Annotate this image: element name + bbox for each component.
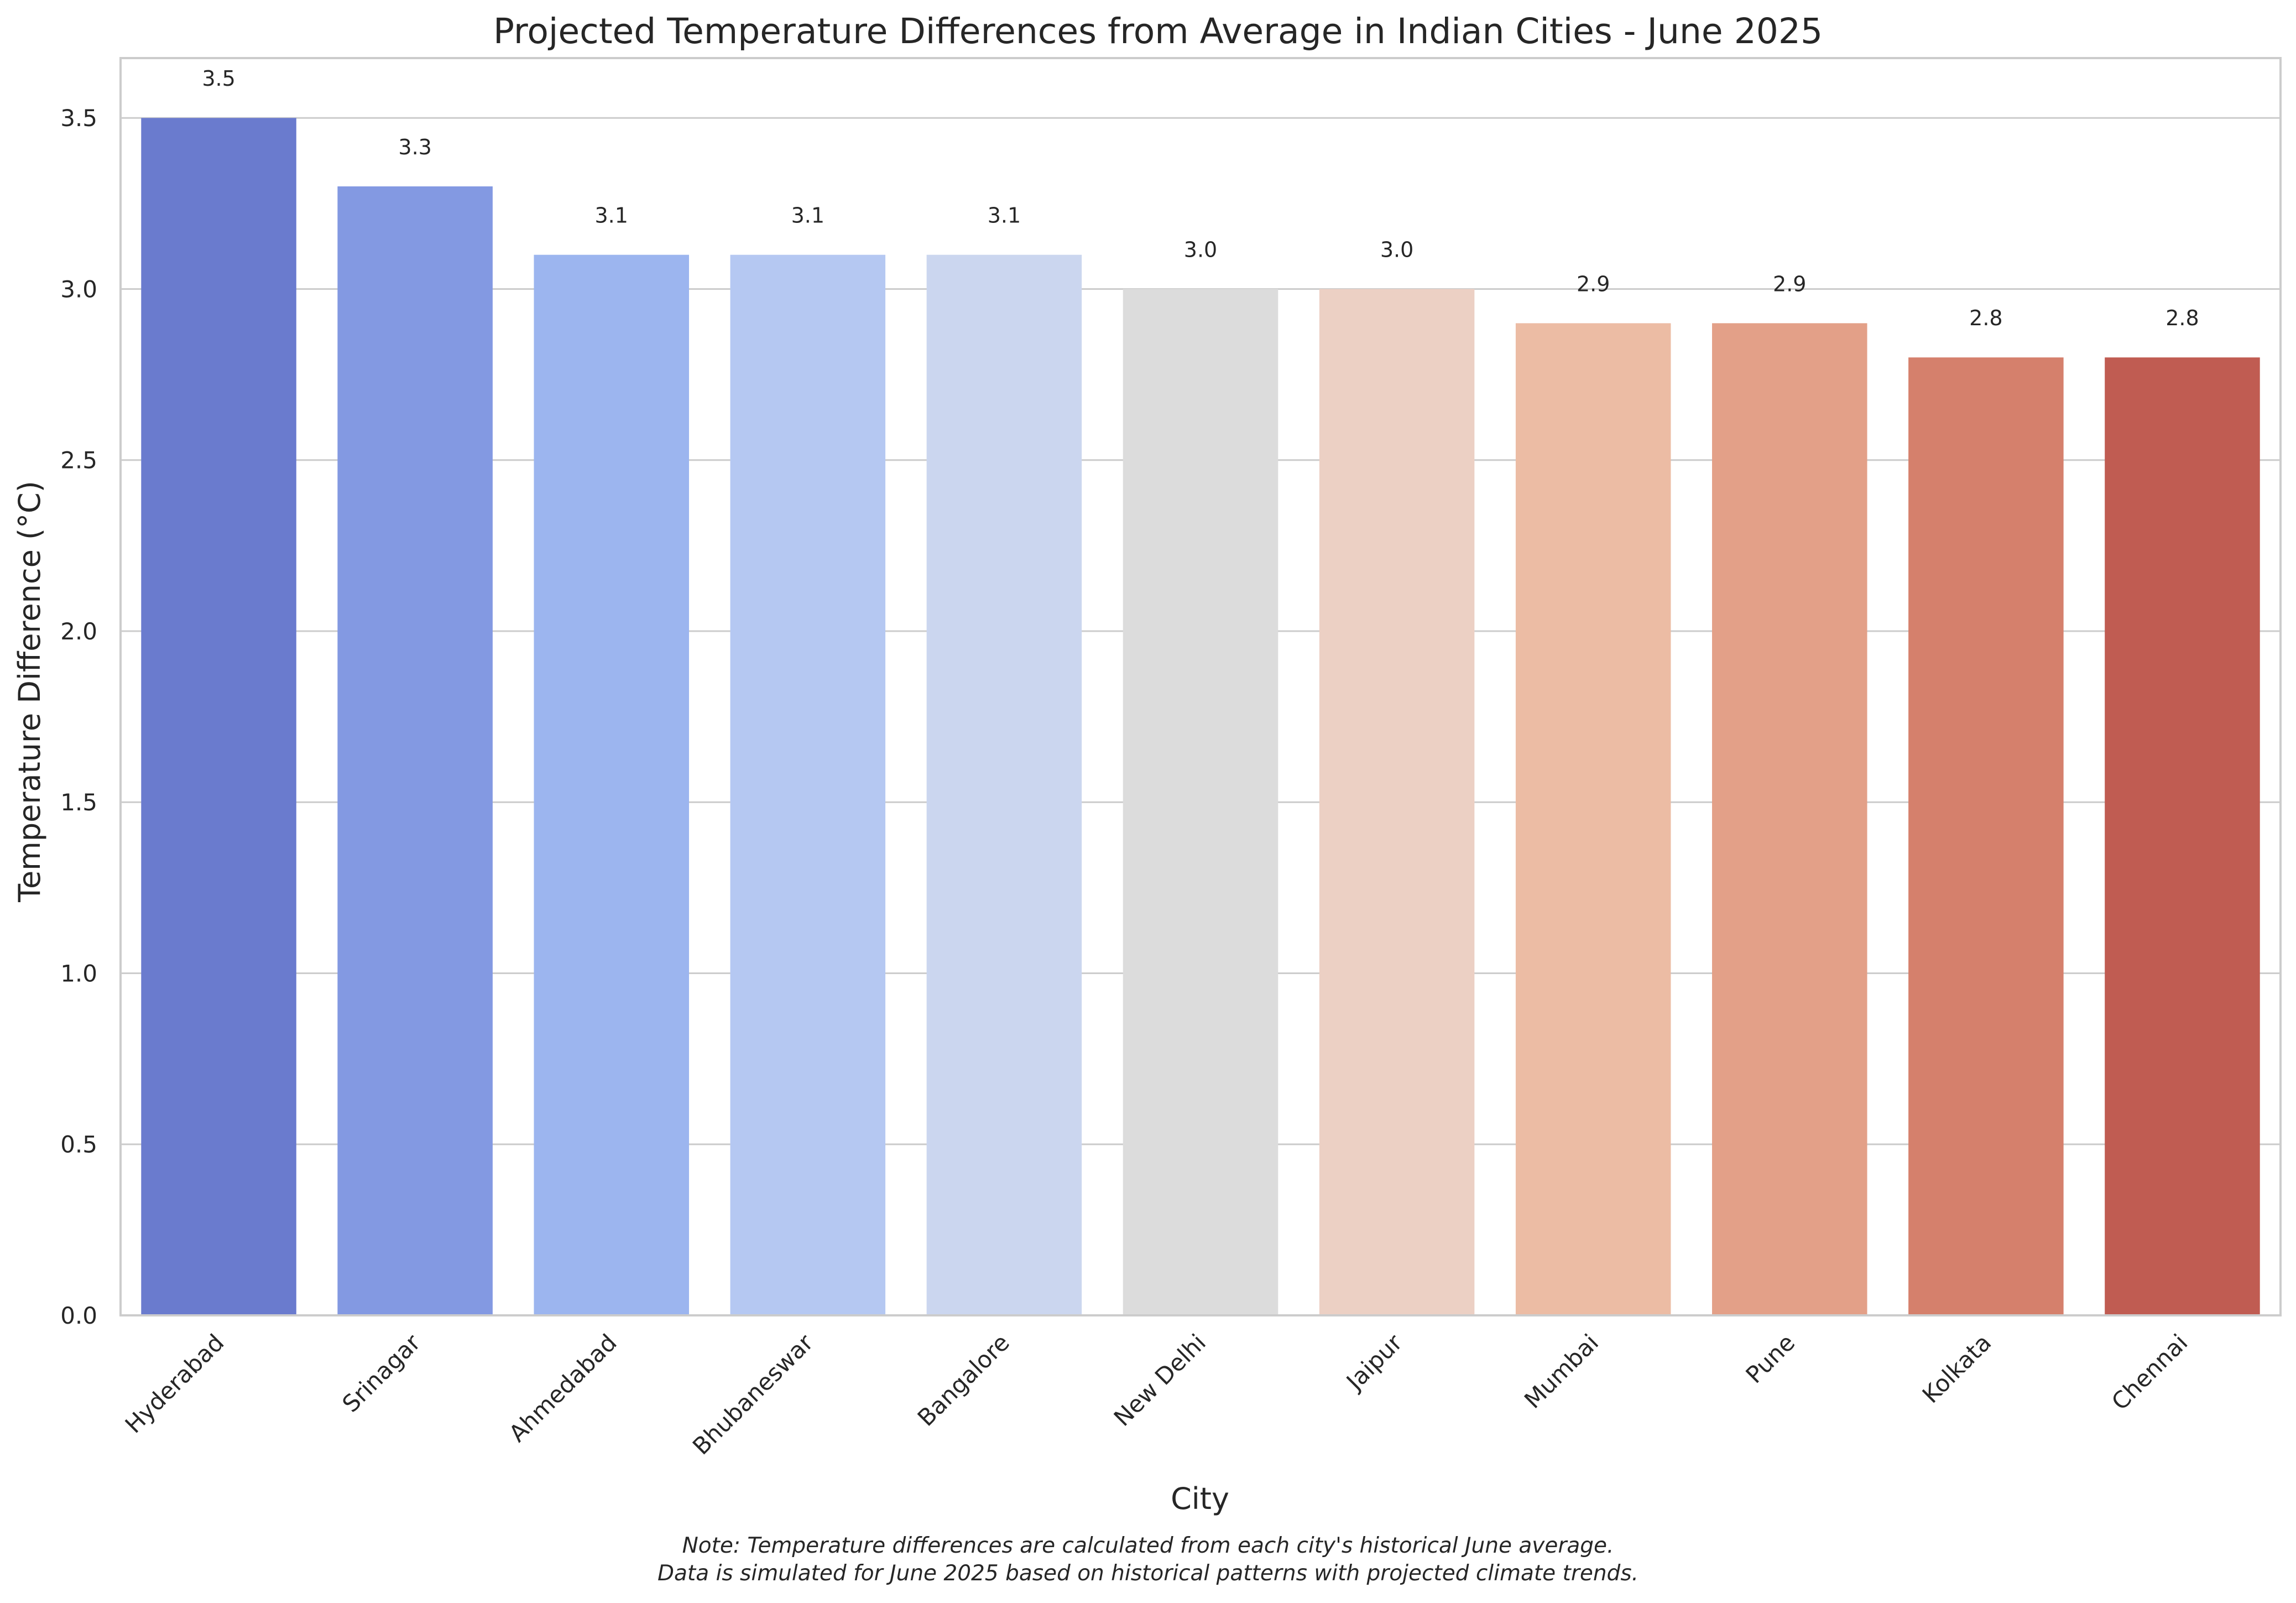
x-tick-label: New Delhi	[1109, 1329, 1211, 1431]
y-tick-label: 1.0	[60, 960, 97, 987]
bar-value-label: 2.9	[1577, 272, 1610, 296]
y-tick-label: 0.0	[60, 1302, 97, 1329]
chart-title: Projected Temperature Differences from A…	[493, 11, 1823, 51]
x-tick-label: Bhubaneswar	[687, 1329, 819, 1460]
y-tick-label: 0.5	[60, 1131, 97, 1158]
bar-srinagar	[337, 186, 493, 1316]
y-tick-label: 2.0	[60, 618, 97, 645]
y-tick-labels: 0.0 0.5 1.0 1.5 2.0 2.5 3.0 3.5	[60, 105, 97, 1329]
bar-value-label: 3.1	[595, 204, 628, 228]
bar-value-label: 3.3	[398, 135, 431, 159]
footnote-line-1: Note: Temperature differences are calcul…	[682, 1533, 1614, 1558]
x-tick-label: Chennai	[2106, 1329, 2193, 1415]
bar-value-label: 3.5	[202, 66, 235, 91]
x-tick-label: Srinagar	[337, 1329, 426, 1418]
y-tick-label: 3.0	[60, 275, 97, 303]
x-tick-label: Kolkata	[1917, 1329, 1997, 1408]
x-tick-label: Ahmedabad	[504, 1329, 622, 1447]
bar-mumbai	[1515, 323, 1671, 1316]
bar-jaipur	[1319, 289, 1475, 1316]
bar-bangalore	[926, 254, 1082, 1316]
x-tick-label: Bangalore	[912, 1329, 1015, 1431]
y-tick-label: 3.5	[60, 105, 97, 132]
bar-new-delhi	[1123, 289, 1279, 1316]
y-tick-label: 1.5	[60, 789, 97, 816]
bar-value-label: 3.0	[1380, 237, 1413, 262]
bars	[141, 118, 2260, 1316]
bar-chennai	[2105, 357, 2260, 1316]
bar-value-label: 2.8	[2165, 306, 2199, 330]
x-tick-label: Jaipur	[1340, 1329, 1407, 1396]
bar-value-label: 3.1	[988, 204, 1021, 228]
x-axis-label: City	[1171, 1481, 1229, 1516]
bar-value-label: 3.1	[791, 204, 825, 228]
x-tick-label: Hyderabad	[120, 1329, 229, 1438]
bar-hyderabad	[141, 118, 296, 1316]
x-tick-labels: Hyderabad Srinagar Ahmedabad Bhubaneswar Ban…	[120, 1329, 2193, 1460]
bar-bhubaneswar	[730, 254, 886, 1316]
bar-kolkata	[1908, 357, 2064, 1316]
bar-value-label: 3.0	[1184, 237, 1217, 262]
footnote-line-2: Data is simulated for June 2025 based on…	[657, 1561, 1639, 1586]
plot-frame	[119, 57, 2282, 1316]
bar-value-label: 2.9	[1773, 272, 1806, 296]
x-tick-label: Mumbai	[1519, 1329, 1604, 1413]
bar-value-label: 2.8	[1969, 306, 2002, 330]
value-labels: 3.5 3.3 3.1 3.1 3.1 3.0 3.0 2.9 2.9 2.8 2.8	[202, 66, 2199, 330]
bar-ahmedabad	[534, 254, 689, 1316]
bar-pune	[1712, 323, 1867, 1316]
x-tick-label: Pune	[1740, 1329, 1800, 1388]
y-tick-label: 2.5	[60, 447, 97, 474]
y-axis-label: Temperature Difference (°C)	[12, 481, 47, 903]
